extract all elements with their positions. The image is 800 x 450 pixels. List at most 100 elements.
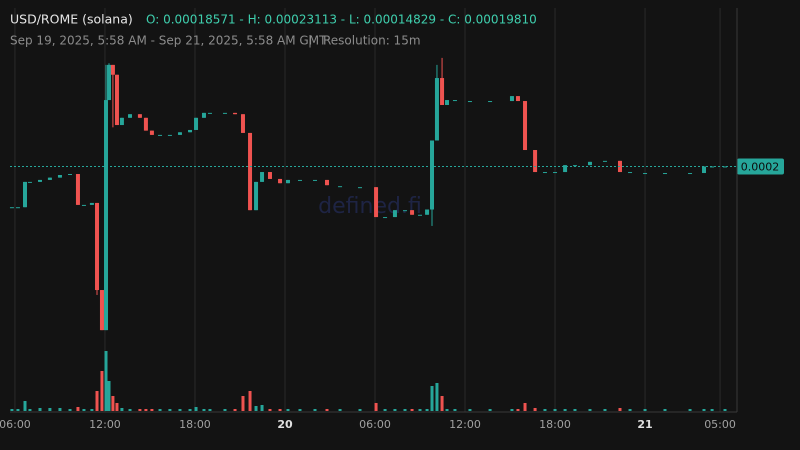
candle-body bbox=[488, 101, 493, 103]
volume-bar bbox=[435, 383, 439, 411]
volume-bar bbox=[393, 409, 397, 411]
candle-body bbox=[467, 101, 472, 103]
volume-bar bbox=[403, 409, 407, 411]
candle-body bbox=[260, 172, 265, 182]
volume-bar bbox=[286, 409, 290, 411]
volume-bar bbox=[48, 408, 52, 411]
x-axis: 06:00 12:00 18:00 20 06:00 12:00 18:00 21 05:00 bbox=[0, 418, 736, 431]
candle-body bbox=[15, 207, 20, 209]
volume-bar bbox=[90, 409, 94, 411]
candle-body bbox=[515, 96, 520, 102]
chart-title: USD/ROME (solana) bbox=[10, 12, 133, 27]
volume-bar bbox=[383, 409, 387, 411]
volume-bar bbox=[338, 409, 342, 411]
candle-body bbox=[392, 210, 397, 218]
volume-bar bbox=[241, 396, 245, 411]
volume-bar bbox=[468, 409, 472, 411]
separator: | bbox=[308, 34, 312, 48]
volume-bar bbox=[628, 409, 632, 411]
candle-body bbox=[207, 112, 212, 114]
candle-body bbox=[194, 117, 199, 130]
candle-body bbox=[201, 112, 206, 118]
candle-body bbox=[119, 117, 124, 126]
x-tick-label: 06:00 bbox=[0, 418, 31, 431]
volume-bar bbox=[430, 386, 434, 411]
candle-body bbox=[254, 181, 259, 211]
volume-bar bbox=[516, 409, 520, 411]
candle-body bbox=[57, 174, 62, 178]
volume-bar bbox=[111, 396, 115, 411]
candle-body bbox=[99, 290, 104, 331]
candle-body bbox=[128, 114, 133, 118]
volume-bar bbox=[104, 351, 108, 411]
candle-body bbox=[425, 209, 430, 215]
volume-bar bbox=[453, 409, 457, 411]
candle-body bbox=[248, 132, 253, 211]
volume-bar bbox=[298, 409, 302, 411]
x-tick-label: 18:00 bbox=[539, 418, 571, 431]
last-price-badge bbox=[737, 158, 784, 175]
candle-body bbox=[312, 179, 317, 181]
volume-bar bbox=[358, 409, 362, 411]
candle-body bbox=[509, 96, 514, 102]
volume-bar bbox=[278, 409, 282, 411]
volume-bar bbox=[254, 406, 258, 411]
volume-bar bbox=[723, 409, 727, 411]
last-price-label: 0.0002 bbox=[741, 160, 780, 173]
candle-body bbox=[710, 166, 715, 168]
candle-body bbox=[95, 202, 100, 291]
volume-bar bbox=[138, 409, 142, 411]
x-tick-label: 21 bbox=[637, 418, 652, 431]
volume-bar bbox=[543, 409, 547, 411]
candle-body bbox=[542, 172, 547, 174]
candle-body bbox=[158, 134, 163, 136]
volume-bar bbox=[158, 409, 162, 411]
volume-bar bbox=[418, 409, 422, 411]
volume-bar bbox=[643, 409, 647, 411]
candle-body bbox=[430, 140, 435, 210]
volume-bar bbox=[202, 409, 206, 411]
volume-bar bbox=[663, 409, 667, 411]
subtitle: Sep 19, 2025, 5:58 AM - Sep 21, 2025, 5:… bbox=[10, 34, 327, 48]
candle-body bbox=[688, 173, 693, 175]
volume-bar bbox=[533, 408, 537, 411]
candle-body bbox=[38, 179, 43, 182]
candle-body bbox=[357, 187, 362, 189]
candle-body bbox=[403, 210, 408, 212]
volume-bar bbox=[100, 371, 104, 411]
volume-bar bbox=[618, 408, 622, 411]
candle-body bbox=[662, 173, 667, 175]
candle-body bbox=[188, 129, 193, 133]
volume-bar bbox=[588, 409, 592, 411]
candle-body bbox=[434, 78, 439, 141]
volume-bar bbox=[603, 409, 607, 411]
candle-body bbox=[89, 202, 94, 205]
candle-body bbox=[533, 150, 538, 173]
candle-body bbox=[143, 117, 148, 131]
volume-bar bbox=[510, 409, 514, 411]
volume-bar bbox=[488, 409, 492, 411]
volume-bar bbox=[268, 409, 272, 411]
watermark: defined.fi bbox=[318, 194, 422, 219]
volume-bar bbox=[23, 401, 27, 411]
candle-body bbox=[374, 187, 379, 218]
candle-body bbox=[278, 178, 283, 184]
candle-body bbox=[222, 112, 227, 114]
candle-body bbox=[47, 177, 52, 180]
candle-body bbox=[383, 217, 388, 219]
volume-bar bbox=[374, 403, 378, 411]
candle-body bbox=[701, 166, 706, 174]
candle-body bbox=[452, 100, 457, 102]
candle-body bbox=[338, 186, 343, 188]
volume-bar bbox=[702, 409, 706, 411]
volume-bar bbox=[95, 391, 99, 411]
volume-bar bbox=[10, 409, 14, 411]
candle-body bbox=[324, 179, 329, 186]
volume-bar bbox=[445, 409, 449, 411]
candle-body bbox=[110, 64, 115, 75]
volume-bar bbox=[68, 409, 72, 411]
candle-body bbox=[445, 100, 450, 105]
